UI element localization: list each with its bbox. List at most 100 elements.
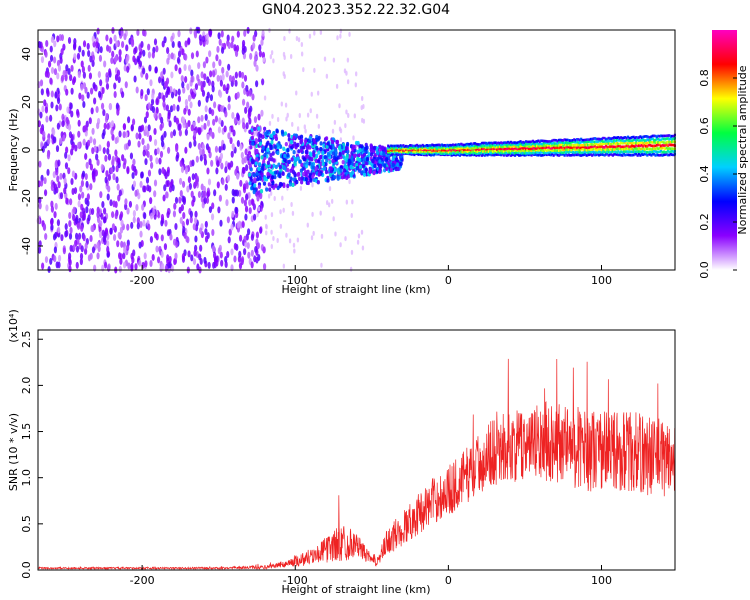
- spectrogram-cell: [385, 166, 389, 172]
- spectrogram-cell: [181, 255, 186, 263]
- spectrogram-cell: [195, 155, 199, 163]
- spectrogram-cell: [425, 143, 428, 147]
- spectrogram-cell: [333, 168, 337, 173]
- spectrogram-cell: [111, 50, 115, 58]
- spectrogram-cell: [494, 146, 497, 149]
- spectrogram-cell: [651, 144, 654, 148]
- spectrogram-cell: [520, 143, 524, 146]
- spectrogram-cell: [457, 142, 460, 146]
- spectrogram-cell: [537, 139, 540, 143]
- spectrogram-cell: [123, 33, 127, 41]
- spectrogram-cell: [260, 155, 264, 160]
- spectrogram-cell: [436, 146, 439, 149]
- spectrogram-cell: [252, 213, 257, 221]
- spectrogram-cell: [480, 154, 484, 157]
- spectrogram-cell: [516, 151, 519, 154]
- spectrogram-cell: [493, 153, 496, 157]
- spectrogram-cell: [578, 143, 581, 147]
- spectrogram-cell: [95, 153, 99, 161]
- spectrogram-cell: [570, 148, 573, 152]
- spectrogram-cell: [555, 149, 558, 152]
- spectrogram-cell: [502, 145, 506, 149]
- spectrogram-cell: [626, 135, 630, 139]
- spectrogram-cell: [580, 144, 583, 147]
- spectrogram-cell: [457, 144, 460, 148]
- spectrogram-cell: [247, 150, 252, 156]
- spectrogram-cell: [399, 144, 402, 147]
- spectrogram-cell: [669, 140, 672, 144]
- spectrogram-cell: [489, 146, 492, 149]
- spectrogram-cell: [573, 153, 576, 157]
- spectrogram-cell: [144, 94, 148, 102]
- spectrogram-cell: [527, 145, 530, 148]
- spectrogram-cell: [480, 144, 484, 148]
- spectrogram-cell: [643, 148, 646, 151]
- spectrogram-cell: [632, 138, 635, 142]
- spectrogram-cell: [582, 138, 586, 142]
- spectrogram-cell: [578, 151, 581, 154]
- spectrogram-cell: [85, 206, 89, 214]
- spectrogram-cell: [610, 139, 613, 143]
- spectrogram-cell: [218, 38, 222, 46]
- spectrogram-cell: [360, 95, 364, 101]
- spectrogram-cell: [172, 129, 177, 137]
- spectrogram-cell: [354, 82, 357, 88]
- spectrogram-cell: [270, 140, 274, 145]
- colorbar-tick-label: 0.8: [698, 69, 711, 87]
- spectrogram-cell: [606, 145, 609, 149]
- spectrogram-cell: [538, 142, 541, 145]
- colorbar-ticks: 0.00.20.40.60.8: [698, 69, 737, 279]
- spectrogram-cell: [635, 141, 638, 145]
- spectrogram-cell: [344, 145, 348, 151]
- spectrogram-cell: [203, 256, 207, 264]
- spectrogram-cell: [313, 67, 316, 73]
- spectrogram-cell: [331, 128, 335, 134]
- spectrogram-cell: [538, 151, 541, 155]
- spectrogram-cell: [210, 109, 215, 117]
- spectrogram-cell: [549, 144, 552, 148]
- spectrogram-cell: [149, 235, 154, 243]
- spectrogram-cell: [155, 98, 159, 106]
- spectrogram-cell: [200, 114, 204, 122]
- spectrogram-cell: [56, 97, 61, 105]
- spectrogram-cell: [145, 111, 149, 119]
- spectrogram-cell: [190, 190, 194, 198]
- spectrogram-cell: [614, 147, 617, 151]
- spectrogram-cell: [410, 151, 413, 155]
- spectrogram-cell: [600, 145, 603, 148]
- spectrogram-cell: [460, 144, 463, 148]
- spectrogram-cell: [651, 141, 654, 144]
- spectrogram-cell: [421, 143, 424, 147]
- spectrogram-cell: [336, 176, 340, 181]
- spectrogram-cell: [617, 138, 620, 142]
- spectrogram-cell: [484, 152, 488, 156]
- spectrogram-cell: [469, 142, 473, 146]
- spectrogram-cell: [215, 259, 219, 267]
- spectrogram-cell: [633, 145, 637, 148]
- spectrogram-cell: [478, 154, 481, 157]
- spectrogram-cell: [462, 153, 466, 157]
- spectrogram-cell: [564, 141, 568, 144]
- spectrogram-cell: [296, 237, 300, 243]
- spectrogram-cell: [105, 76, 109, 84]
- spectrogram-cell: [654, 154, 657, 157]
- spectrogram-cell: [93, 97, 97, 105]
- spectrogram-cell: [186, 83, 190, 91]
- spectrogram-cell: [628, 150, 631, 154]
- x-tick-label: -100: [283, 274, 308, 287]
- spectrogram-cell: [453, 146, 456, 150]
- spectrogram-cell: [116, 240, 120, 248]
- spectrogram-cell: [658, 146, 661, 150]
- spectrogram-cell: [661, 137, 664, 140]
- spectrogram-cell: [42, 224, 47, 232]
- spectrogram-cell: [54, 91, 58, 99]
- spectrogram-cell: [625, 153, 628, 157]
- spectrogram-cell: [164, 191, 169, 199]
- spectrogram-cell: [542, 141, 546, 145]
- spectrogram-cell: [270, 50, 274, 56]
- spectrogram-cell: [234, 189, 238, 197]
- spectrogram-cell: [461, 153, 464, 156]
- spectrogram-cell: [669, 143, 672, 147]
- spectrogram-cell: [245, 122, 249, 130]
- spectrogram-cell: [106, 122, 110, 130]
